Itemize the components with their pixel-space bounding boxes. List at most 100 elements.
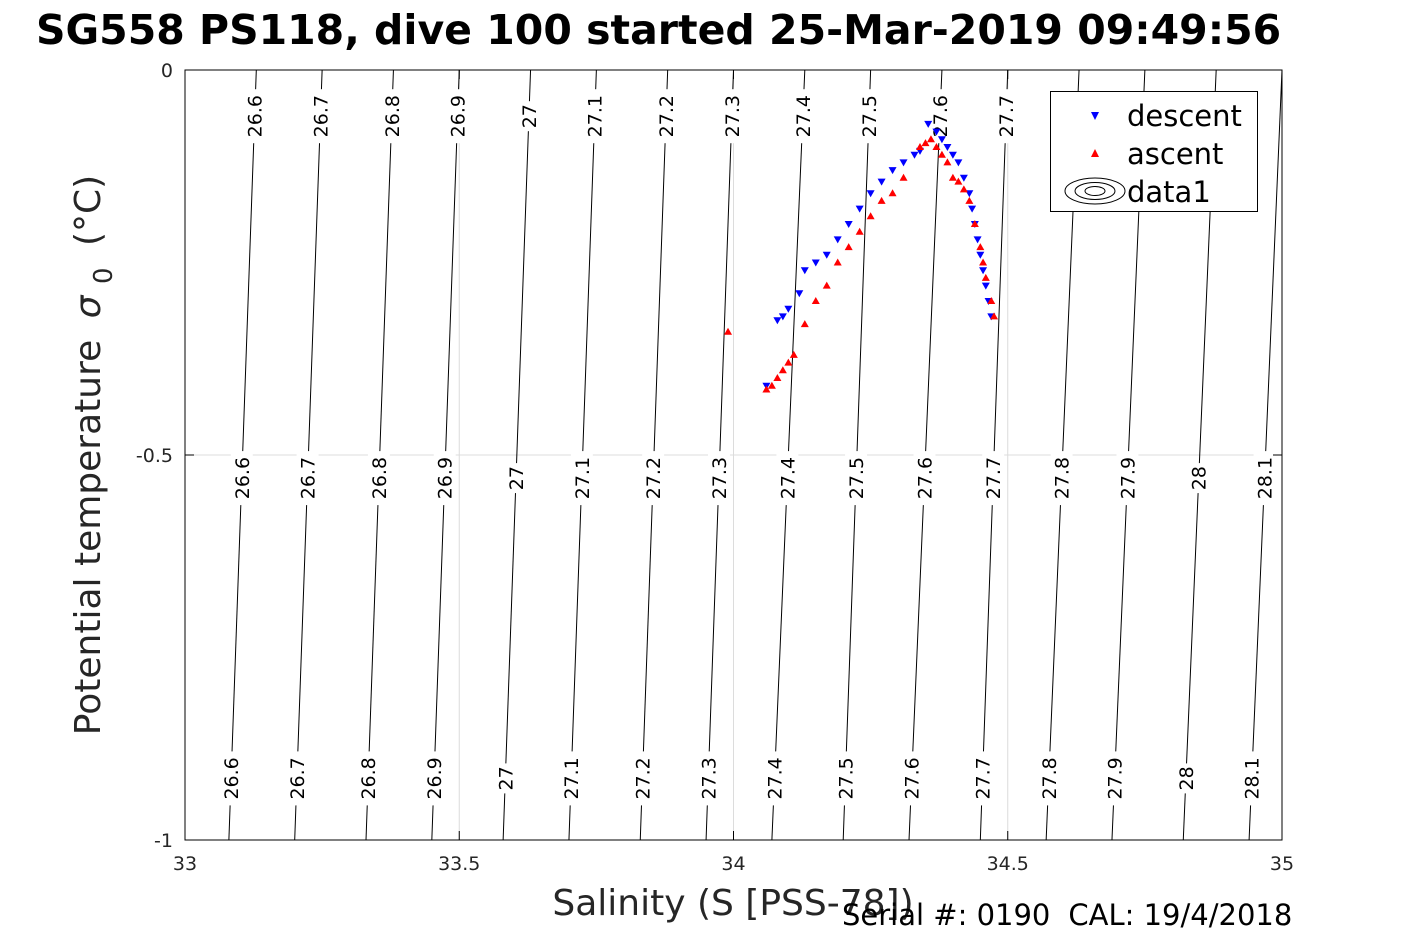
ascent-point xyxy=(789,350,798,358)
ascent-point xyxy=(866,212,875,220)
ascent-point xyxy=(811,297,820,304)
descent-point xyxy=(778,313,787,321)
triangle-down-icon xyxy=(1091,112,1099,120)
contour-label: 27.3 xyxy=(720,89,744,144)
ascent-point xyxy=(877,196,886,204)
legend-label-ascent: ascent xyxy=(1127,137,1224,171)
contour-label-text: 27 xyxy=(495,766,517,790)
descent-point xyxy=(932,128,941,136)
descent-point xyxy=(822,251,831,259)
x-axis-label: Salinity (S [PSS-78]) xyxy=(552,883,913,924)
contour-label-bg xyxy=(560,751,583,806)
contour-label-bg xyxy=(446,89,469,144)
triangle-up-icon xyxy=(1091,149,1099,157)
contour-label: 27.3 xyxy=(697,751,720,806)
contour-label: 27.7 xyxy=(971,751,995,806)
contour-label-text: 26.6 xyxy=(221,757,243,799)
descent-point xyxy=(979,267,988,275)
contour-label: 27.9 xyxy=(1103,751,1127,806)
ascent-point xyxy=(800,320,809,328)
contour-label-text: 27.7 xyxy=(983,457,1005,499)
y-axis-unit: (°C) xyxy=(68,175,109,246)
ascent-point xyxy=(767,381,776,389)
contour-label-bg xyxy=(583,89,606,144)
contour-label-text: 27.3 xyxy=(722,95,744,137)
ascent-point xyxy=(926,135,935,143)
contour-label-bg xyxy=(570,451,593,506)
contour-label: 27.8 xyxy=(1050,451,1074,506)
contour-label-text: 26.8 xyxy=(369,457,391,499)
y-axis-label-group: Potential temperature σ 0 (°C) xyxy=(68,175,121,735)
ascent-point xyxy=(899,173,908,181)
descent-point xyxy=(954,159,963,167)
ascent-point xyxy=(965,196,974,204)
contour-label: 28.1 xyxy=(1240,751,1264,806)
descent-point xyxy=(855,205,864,213)
contour-label: 27.4 xyxy=(763,751,787,806)
descent-point xyxy=(866,190,875,198)
legend-label-descent: descent xyxy=(1127,99,1242,133)
contour-label-text: 27 xyxy=(519,104,541,128)
contour-label-bg xyxy=(1240,751,1263,806)
ascent-point xyxy=(959,185,968,193)
y-axis-label: Potential temperature xyxy=(68,340,109,735)
ascent-point xyxy=(762,385,771,393)
descent-point xyxy=(844,221,853,228)
ascent-point xyxy=(844,243,853,251)
contour-label: 27.7 xyxy=(995,89,1018,144)
ascent-point xyxy=(981,273,990,281)
contour-label-bg xyxy=(995,89,1018,144)
contour-label: 26.6 xyxy=(243,89,267,144)
ascent-point xyxy=(921,139,930,147)
contour-label-text: 28 xyxy=(1176,766,1198,790)
contour-label: 27.4 xyxy=(776,451,799,506)
descent-point xyxy=(924,120,933,128)
contour-icon xyxy=(1064,177,1126,205)
contour-label-bg xyxy=(834,751,857,806)
contour-label: 26.9 xyxy=(446,89,470,144)
contour-label-text: 27.6 xyxy=(902,757,924,799)
contour-label: 26.7 xyxy=(309,89,332,144)
y-tick-label: -0.5 xyxy=(136,445,173,467)
contour-label-text: 27.7 xyxy=(973,757,995,799)
contour-label: 27.4 xyxy=(791,89,815,144)
svg-text:Potential temperature σ: Potential temperature σ 0 (°C) xyxy=(68,175,121,735)
descent-point xyxy=(888,167,897,175)
ascent-point xyxy=(954,177,963,185)
contour-label-text: 28 xyxy=(1189,466,1211,490)
contour-label: 27.5 xyxy=(845,451,868,506)
y-tick-label: -1 xyxy=(154,830,173,852)
x-tick-label: 33 xyxy=(173,853,197,875)
y-axis-symbol: σ xyxy=(68,294,109,318)
contour-label: 26.6 xyxy=(220,751,243,806)
ascent-point xyxy=(784,358,793,366)
contour-label-text: 27.2 xyxy=(656,95,678,137)
contour-label-bg xyxy=(220,751,243,806)
ascent-point xyxy=(833,258,842,266)
ascent-point xyxy=(773,374,782,381)
x-tick-label: 34 xyxy=(721,853,745,875)
ascent-point xyxy=(915,143,924,150)
y-axis-subscript: 0 xyxy=(89,267,119,284)
ascent-point xyxy=(970,220,979,227)
contour-label-text: 28.1 xyxy=(1255,457,1277,499)
y-tick-label: 0 xyxy=(161,60,173,82)
contour-label-text: 27.5 xyxy=(859,95,881,137)
contour-label-text: 28.1 xyxy=(1242,757,1264,799)
contour-label-bg xyxy=(423,751,446,806)
descent-point xyxy=(948,151,957,159)
contour-label-text: 27.1 xyxy=(572,457,594,499)
contour-label: 27.6 xyxy=(928,89,952,144)
contour-label-text: 27 xyxy=(506,466,528,490)
contour-label-bg xyxy=(631,751,654,806)
contour-label-text: 26.7 xyxy=(310,95,332,137)
contour-label: 27.1 xyxy=(560,751,583,806)
contour-label: 28.1 xyxy=(1253,451,1277,506)
contour-label: 27.8 xyxy=(1037,751,1061,806)
descent-point xyxy=(973,236,982,244)
contour-label-text: 27.5 xyxy=(846,457,868,499)
contour-label: 27.6 xyxy=(900,751,924,806)
serial-footer: Serial #: 0190 CAL: 19/4/2018 xyxy=(842,898,1310,932)
contour-label-bg xyxy=(1187,463,1210,494)
contour-label-bg xyxy=(1103,751,1126,806)
